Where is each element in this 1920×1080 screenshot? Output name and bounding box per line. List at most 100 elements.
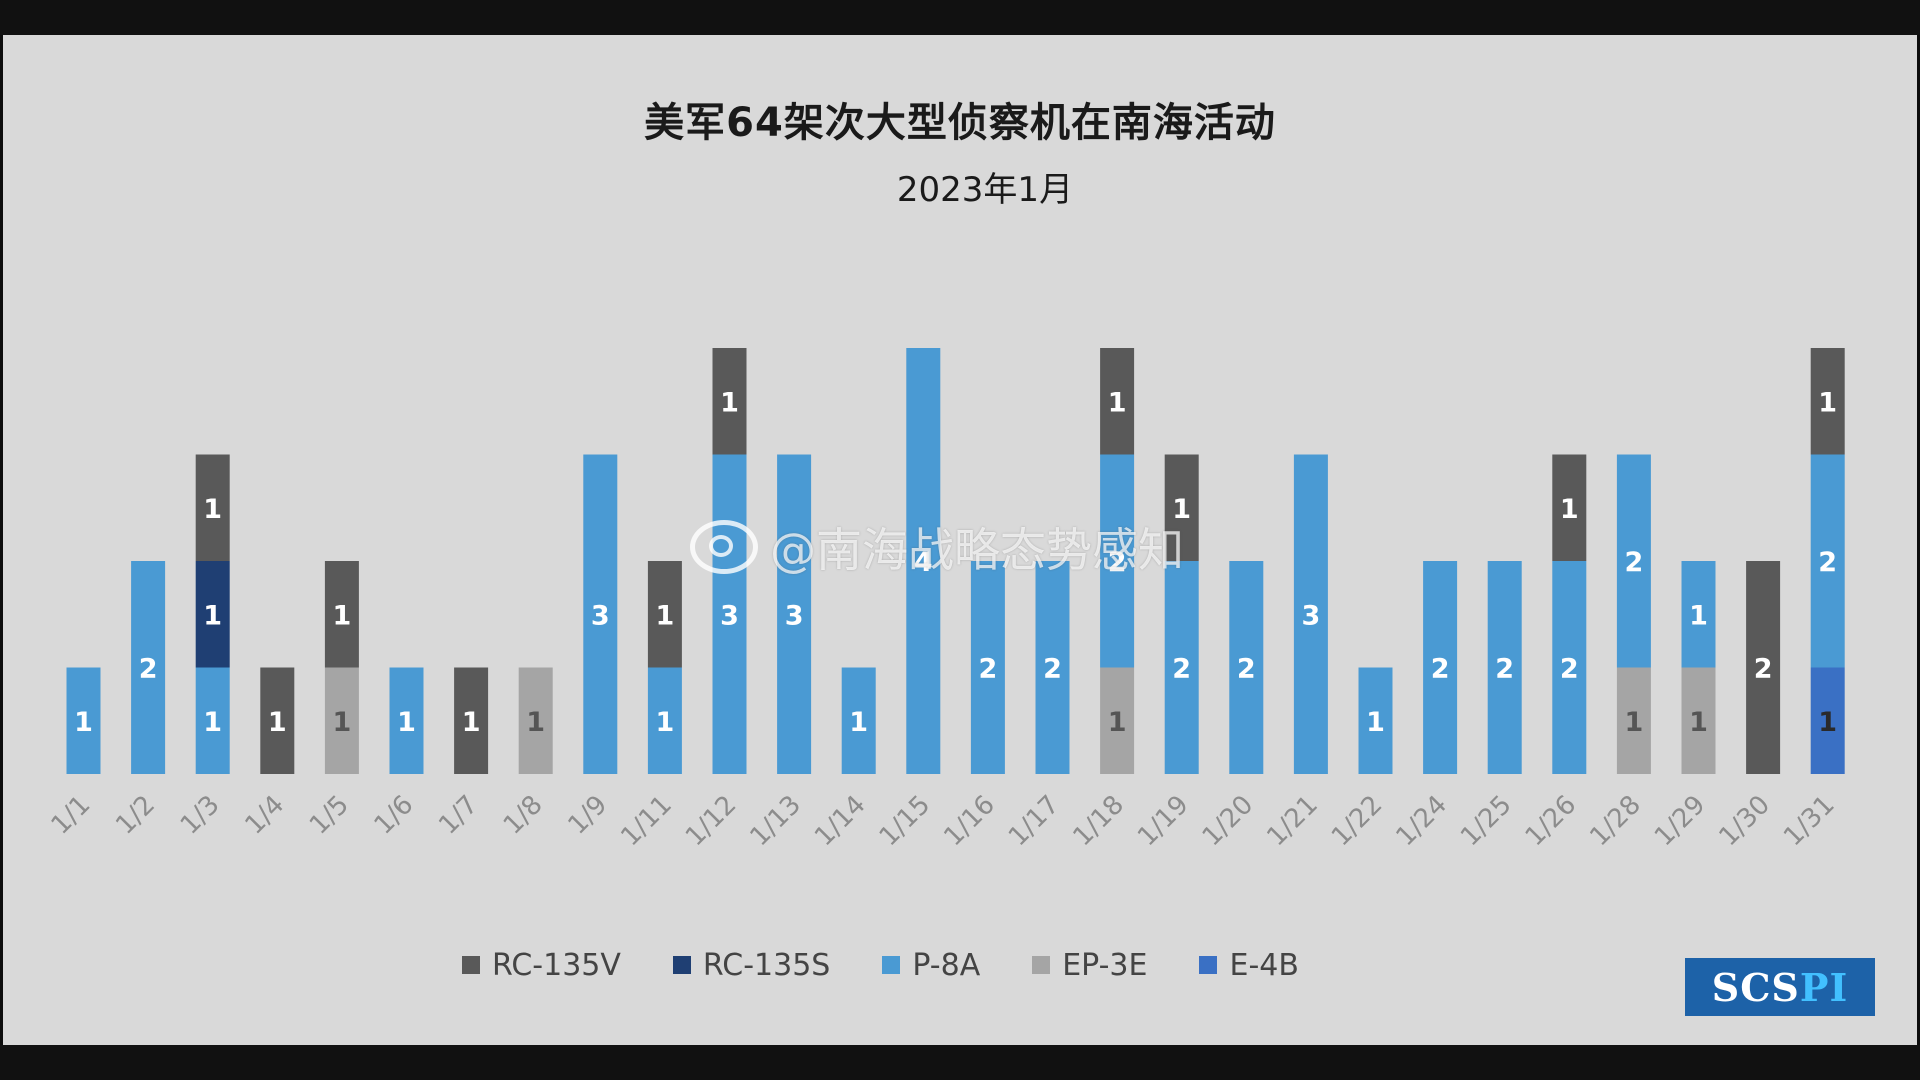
data-label: 1 [74, 707, 93, 738]
bar-segment-rc135v-1-3 [195, 454, 230, 561]
x-tick-label: 1/20 [1197, 790, 1260, 853]
bar-segment-p8a-1-12 [712, 454, 747, 774]
x-tick-label: 1/2 [110, 790, 161, 841]
x-tick-label: 1/16 [938, 790, 1001, 853]
chart-title: 美军64架次大型侦察机在南海活动 [644, 100, 1276, 146]
x-tick-label: 1/13 [745, 790, 808, 853]
data-label: 2 [1560, 654, 1579, 685]
legend-item-e4b: E-4B [1199, 948, 1299, 983]
bar-segment-p8a-1-24 [1423, 561, 1458, 774]
bar-segment-p8a-1-2 [131, 561, 166, 774]
x-tick-label: 1/15 [874, 790, 937, 853]
legend-label: RC-135S [702, 947, 831, 983]
data-label: 1 [1818, 387, 1837, 418]
bar-segment-p8a-1-9 [583, 454, 618, 774]
x-tick-label: 1/17 [1003, 790, 1066, 853]
data-label: 1 [397, 707, 416, 738]
data-label: 1 [203, 600, 222, 631]
x-tick-label: 1/14 [809, 790, 872, 853]
legend-item-p8a: P-8A [882, 948, 980, 983]
bar-segment-rc135v-1-19 [1164, 454, 1199, 561]
legend-label: P-8A [912, 947, 981, 983]
data-label: 2 [1495, 654, 1514, 685]
legend-item-rc135v: RC-135V [462, 948, 621, 983]
bar-segment-p8a-1-1 [66, 667, 101, 774]
data-label: 1 [849, 707, 868, 738]
legend-label: RC-135V [492, 947, 621, 983]
bar-segment-p8a-1-29 [1681, 561, 1716, 668]
bar-segment-p8a-1-6 [389, 667, 424, 774]
x-tick-label: 1/1 [46, 790, 97, 841]
data-label: 1 [1108, 707, 1127, 738]
data-label: 1 [462, 707, 481, 738]
data-label: 2 [1754, 654, 1773, 685]
bar-segment-p8a-1-21 [1293, 454, 1328, 774]
data-label: 1 [1366, 707, 1385, 738]
data-label: 1 [1108, 387, 1127, 418]
bar-segment-p8a-1-13 [777, 454, 812, 774]
x-tick-label: 1/3 [175, 790, 226, 841]
bar-segment-ep3e-1-29 [1681, 667, 1716, 774]
legend-label: EP-3E [1062, 947, 1148, 983]
data-label: 1 [333, 600, 352, 631]
data-label: 2 [979, 654, 998, 685]
bar-segment-rc135v-1-18 [1100, 348, 1135, 455]
x-tick-label: 1/22 [1326, 790, 1389, 853]
x-tick-label: 1/29 [1649, 790, 1712, 853]
data-label: 2 [1108, 547, 1127, 578]
data-label: 2 [1625, 547, 1644, 578]
data-label: 1 [203, 494, 222, 525]
x-tick-label: 1/8 [498, 790, 549, 841]
x-tick-label: 1/31 [1778, 790, 1841, 853]
x-tick-label: 1/12 [680, 790, 743, 853]
x-tick-label: 1/26 [1520, 790, 1583, 853]
legend-item-rc135s: RC-135S [672, 947, 831, 983]
bar-segment-p8a-1-25 [1487, 561, 1522, 774]
logo-text-part1: SCS [1711, 964, 1800, 1010]
data-label: 3 [1302, 600, 1321, 631]
x-tick-label: 1/21 [1261, 790, 1324, 853]
data-label: 1 [203, 707, 222, 738]
x-tick-label: 1/28 [1584, 790, 1647, 853]
chart-panel [3, 35, 1917, 1045]
legend-swatch [462, 956, 480, 974]
data-label: 1 [1818, 707, 1837, 738]
x-tick-label: 1/25 [1455, 790, 1518, 853]
legend-swatch [882, 956, 901, 974]
bar-segment-rc135v-1-5 [324, 561, 359, 668]
bar-segment-p8a-1-15 [906, 348, 941, 774]
bar-segment-rc135v-1-4 [260, 667, 295, 774]
bar-segment-p8a-1-3 [195, 667, 230, 774]
bar-segment-p8a-1-16 [970, 561, 1005, 774]
legend-item-ep3e: EP-3E [1032, 948, 1147, 983]
data-label: 3 [785, 600, 804, 631]
bar-segment-rc135v-1-12 [712, 348, 747, 455]
data-label: 4 [914, 547, 933, 578]
bar-segment-p8a-1-28 [1616, 454, 1651, 668]
data-label: 1 [268, 707, 287, 738]
bar-segment-rc135v-1-11 [647, 561, 682, 668]
data-label: 1 [1689, 707, 1708, 738]
top-letterbox [0, 0, 1920, 35]
x-tick-label: 1/19 [1132, 790, 1195, 853]
watermark-text: @南海战略态势感知 [770, 523, 1184, 577]
data-label: 1 [656, 707, 675, 738]
bar-segment-p8a-1-31 [1810, 454, 1845, 668]
bar-segment-p8a-1-11 [647, 667, 682, 774]
x-tick-label: 1/4 [239, 790, 290, 841]
weibo-icon [690, 520, 758, 574]
bar-segment-p8a-1-22 [1358, 667, 1393, 774]
bar-segment-p8a-1-14 [841, 667, 876, 774]
data-label: 1 [720, 387, 739, 418]
x-tick-label: 1/18 [1068, 790, 1131, 853]
data-label: 2 [139, 654, 158, 685]
bottom-letterbox [0, 1045, 1920, 1080]
legend-swatch [1032, 956, 1051, 974]
x-tick-label: 1/9 [562, 790, 613, 841]
bar-segment-p8a-1-26 [1552, 561, 1587, 774]
data-label: 1 [1172, 494, 1191, 525]
bar-segment-rc135s-1-3 [195, 561, 230, 668]
chart-subtitle: 2023年1月 [896, 170, 1074, 210]
x-tick-label: 1/5 [304, 790, 355, 841]
